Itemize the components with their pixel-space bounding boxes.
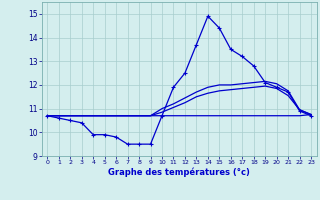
X-axis label: Graphe des températures (°c): Graphe des températures (°c) xyxy=(108,168,250,177)
